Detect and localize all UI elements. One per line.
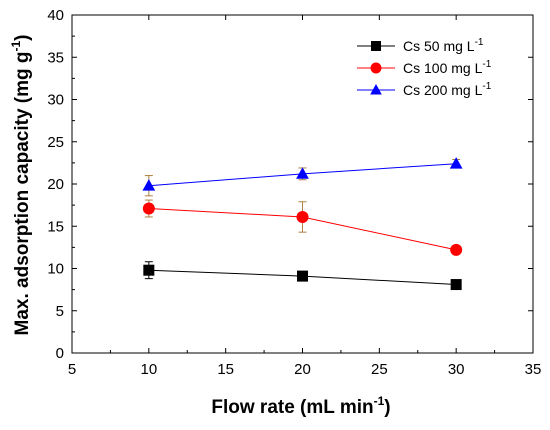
data-point: [450, 243, 463, 256]
x-tick-label: 15: [217, 361, 234, 378]
data-point: [450, 279, 462, 291]
y-axis-label: Max. adsorption capacity (mg g-1): [9, 35, 33, 336]
data-point: [371, 41, 381, 51]
x-tick-label: 5: [68, 361, 76, 378]
data-point: [370, 62, 382, 74]
legend: Cs 50 mg L-1 Cs 100 mg L-1 Cs 200 mg L-1: [357, 37, 492, 98]
data-point: [297, 270, 308, 282]
x-axis-label-exponent: -1: [374, 394, 385, 408]
y-tick-label: 20: [47, 176, 64, 193]
y-tick-label: 40: [47, 7, 64, 24]
data-point: [296, 210, 309, 223]
x-tick-label: 20: [294, 361, 311, 378]
data-point: [142, 179, 156, 191]
data-point: [370, 84, 382, 95]
data-point: [296, 167, 309, 179]
legend-label: Cs 100 mg L-1: [403, 59, 492, 76]
x-axis-label: Flow rate (mL min-1): [211, 394, 390, 418]
y-tick-label: 15: [47, 218, 64, 235]
x-tick-label: 30: [448, 361, 465, 378]
y-tick-label: 30: [47, 92, 64, 109]
y-tick-label: 10: [47, 261, 64, 278]
series: [142, 199, 463, 256]
legend-item: Cs 200 mg L-1: [357, 81, 492, 98]
y-tick-label: 0: [56, 345, 64, 362]
legend-label: Cs 200 mg L-1: [403, 81, 492, 98]
y-tick-label: 5: [56, 303, 64, 320]
y-tick-label: 35: [47, 49, 64, 66]
y-tick-label: 25: [47, 134, 64, 151]
x-tick-label: 10: [140, 361, 157, 378]
legend-item: Cs 50 mg L-1: [357, 37, 484, 54]
series: [143, 261, 462, 291]
x-tick-label: 25: [371, 361, 388, 378]
x-tick-label: 35: [525, 361, 542, 378]
legend-label: Cs 50 mg L-1: [403, 37, 484, 54]
legend-item: Cs 100 mg L-1: [357, 59, 492, 76]
data-point: [449, 157, 463, 169]
data-point: [142, 202, 155, 215]
series-layer: [142, 157, 463, 291]
data-point: [143, 264, 155, 276]
y-axis-label-exponent: -1: [9, 41, 23, 52]
series: [142, 157, 463, 197]
